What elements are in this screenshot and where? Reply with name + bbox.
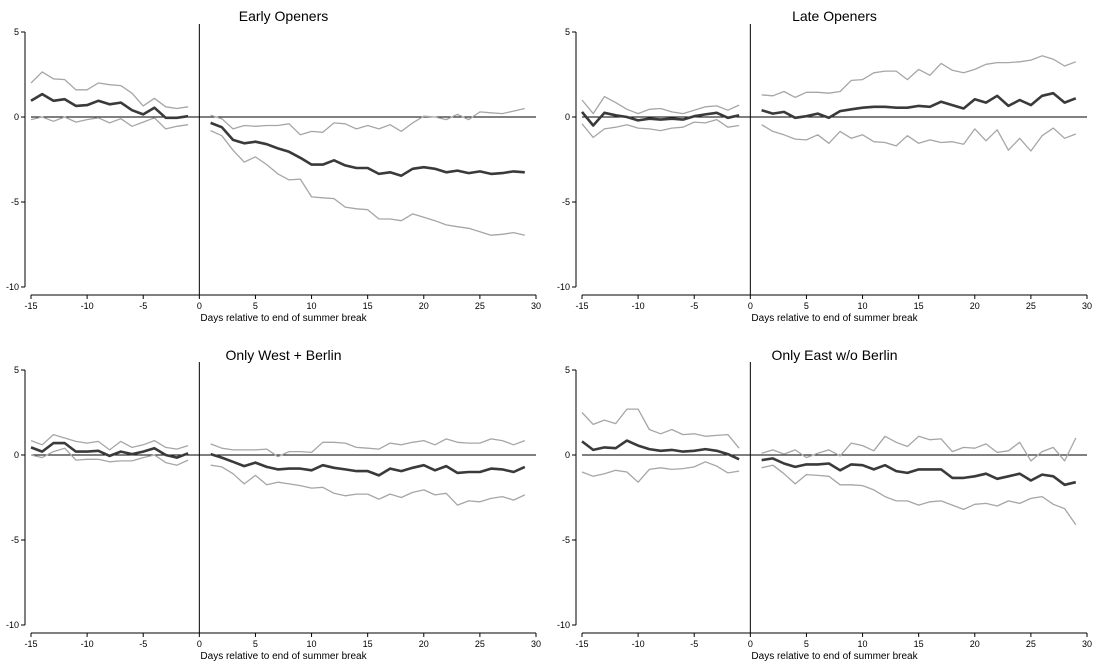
series-line-ci-upper (30, 433, 189, 451)
y-tick-label: 0 (14, 450, 19, 460)
series-line-ci-upper (30, 71, 189, 110)
x-tick-label: -10 (632, 301, 645, 311)
series-line-ci-lower (30, 116, 189, 130)
y-tick-label: -5 (562, 197, 570, 207)
y-tick-label: -10 (557, 282, 570, 292)
x-tick-label: 25 (475, 639, 485, 649)
x-tick-label: 30 (1082, 301, 1092, 311)
y-tick-label: 0 (565, 450, 570, 460)
y-tick-label: -5 (11, 535, 19, 545)
x-tick-label: 20 (419, 301, 429, 311)
y-tick-label: -5 (11, 197, 19, 207)
series-line-estimate (30, 92, 189, 120)
x-tick-label: -10 (632, 639, 645, 649)
y-tick-label: 5 (14, 27, 19, 37)
x-tick-label: -5 (690, 301, 698, 311)
y-tick-label: 5 (14, 365, 19, 375)
x-tick-label: 30 (531, 639, 541, 649)
series-line-ci-upper (210, 438, 526, 458)
x-tick-label: 25 (475, 301, 485, 311)
x-tick-label: 30 (1082, 639, 1092, 649)
x-tick-label: 25 (1026, 301, 1036, 311)
x-tick-label: 20 (970, 301, 980, 311)
series-line-ci-upper (581, 95, 740, 115)
series-line-ci-upper (761, 435, 1077, 462)
chart-panel-1: Early Openers -15 -10 -5 0 5 10 15 20 25 30 5 0 -5 -10… (6, 8, 541, 324)
series-line-estimate (761, 91, 1077, 120)
chart-title: Only West + Berlin (225, 347, 341, 363)
series-line-ci-upper (210, 107, 525, 136)
series-line-estimate (210, 452, 526, 477)
series-line-ci-lower (761, 124, 1077, 152)
x-tick-label: -10 (81, 639, 94, 649)
x-tick-label: 30 (531, 301, 541, 311)
x-axis-label: Days relative to end of summer break (200, 313, 367, 324)
x-tick-label: 25 (1026, 639, 1036, 649)
y-tick-label: -10 (557, 620, 570, 630)
x-tick-label: 20 (970, 639, 980, 649)
series-line-ci-lower (210, 464, 526, 506)
x-tick-label: 0 (197, 301, 202, 311)
x-tick-label: 0 (748, 639, 753, 649)
series-line-ci-lower (581, 118, 740, 139)
x-tick-label: -5 (139, 301, 147, 311)
chart-panel-3: Only West + Berlin -15 -10 -5 0 5 10 15 20 25 30 5 0… (6, 347, 541, 662)
chart-title: Early Openers (239, 8, 328, 24)
x-tick-label: -15 (575, 639, 588, 649)
y-tick-label: -10 (6, 282, 19, 292)
x-tick-label: 20 (419, 639, 429, 649)
x-tick-label: 10 (858, 639, 868, 649)
x-tick-label: 0 (197, 639, 202, 649)
chart-panel-4: Only East w/o Berlin -15 -10 -5 0 5 10 15 20 25 30… (557, 347, 1092, 662)
x-tick-label: 5 (804, 301, 809, 311)
series-line-ci-lower (210, 130, 525, 236)
x-axis-label: Days relative to end of summer break (751, 651, 918, 662)
y-tick-label: 0 (565, 112, 570, 122)
x-tick-label: -5 (139, 639, 147, 649)
x-tick-label: -10 (81, 301, 94, 311)
x-tick-label: 5 (253, 301, 258, 311)
series-line-estimate (30, 441, 189, 459)
x-tick-label: 10 (858, 301, 868, 311)
series-line-ci-lower (30, 447, 189, 466)
x-tick-label: 15 (914, 301, 924, 311)
y-tick-label: 5 (565, 365, 570, 375)
series-line-ci-lower (761, 464, 1077, 526)
chart-title: Late Openers (792, 8, 877, 24)
x-tick-label: -15 (575, 301, 588, 311)
x-tick-label: 0 (748, 301, 753, 311)
x-tick-label: 10 (307, 301, 317, 311)
y-tick-label: -5 (562, 535, 570, 545)
x-axis-label: Days relative to end of summer break (751, 313, 918, 324)
series-line-ci-lower (581, 461, 740, 483)
y-tick-label: -10 (6, 620, 19, 630)
x-tick-label: -15 (24, 639, 37, 649)
series-line-estimate (210, 121, 525, 177)
x-tick-label: 15 (363, 301, 373, 311)
series-line-estimate (580, 111, 740, 127)
x-tick-label: 5 (804, 639, 809, 649)
x-tick-label: 10 (307, 639, 317, 649)
series-line-ci-upper (581, 408, 740, 449)
series-line-ci-upper (761, 55, 1077, 99)
chart-title: Only East w/o Berlin (771, 347, 897, 363)
series-line-estimate (581, 439, 740, 461)
x-tick-label: 15 (914, 639, 924, 649)
y-tick-label: 5 (565, 27, 570, 37)
chart-panel-2: Late Openers -15 -10 -5 0 5 10 15 20 25 30 5 0 -5 -10 D… (557, 8, 1092, 324)
series-line-estimate (761, 457, 1077, 487)
x-tick-label: 15 (363, 639, 373, 649)
x-tick-label: 5 (253, 639, 258, 649)
x-axis-label: Days relative to end of summer break (200, 651, 367, 662)
x-tick-label: -15 (24, 301, 37, 311)
y-tick-label: 0 (14, 112, 19, 122)
x-tick-label: -5 (690, 639, 698, 649)
